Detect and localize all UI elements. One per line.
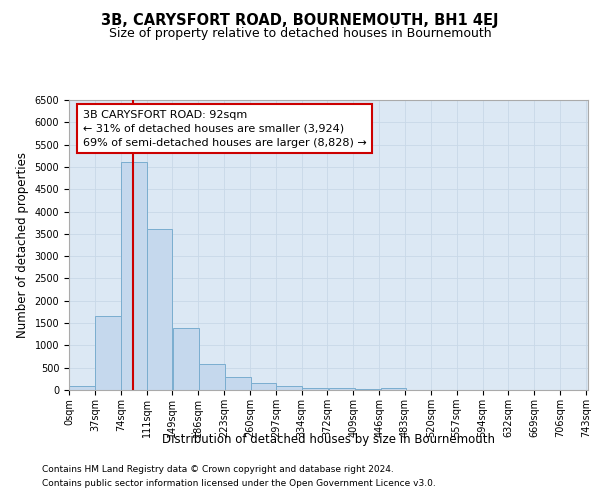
Bar	[225, 376, 251, 390]
Text: Distribution of detached houses by size in Bournemouth: Distribution of detached houses by size …	[162, 432, 496, 446]
Bar	[380, 388, 406, 390]
Text: Contains HM Land Registry data © Crown copyright and database right 2024.: Contains HM Land Registry data © Crown c…	[42, 466, 394, 474]
Bar	[302, 388, 328, 390]
Bar	[199, 364, 225, 390]
Bar	[251, 384, 277, 390]
Bar	[277, 386, 302, 390]
Bar	[329, 388, 355, 390]
Y-axis label: Number of detached properties: Number of detached properties	[16, 152, 29, 338]
Text: 3B CARYSFORT ROAD: 92sqm
← 31% of detached houses are smaller (3,924)
69% of sem: 3B CARYSFORT ROAD: 92sqm ← 31% of detach…	[83, 110, 367, 148]
Text: 3B, CARYSFORT ROAD, BOURNEMOUTH, BH1 4EJ: 3B, CARYSFORT ROAD, BOURNEMOUTH, BH1 4EJ	[101, 12, 499, 28]
Bar	[95, 316, 121, 390]
Bar	[146, 230, 172, 390]
Bar	[173, 328, 199, 390]
Bar	[355, 388, 380, 390]
Bar	[69, 386, 95, 390]
Text: Contains public sector information licensed under the Open Government Licence v3: Contains public sector information licen…	[42, 479, 436, 488]
Text: Size of property relative to detached houses in Bournemouth: Size of property relative to detached ho…	[109, 28, 491, 40]
Bar	[121, 162, 146, 390]
